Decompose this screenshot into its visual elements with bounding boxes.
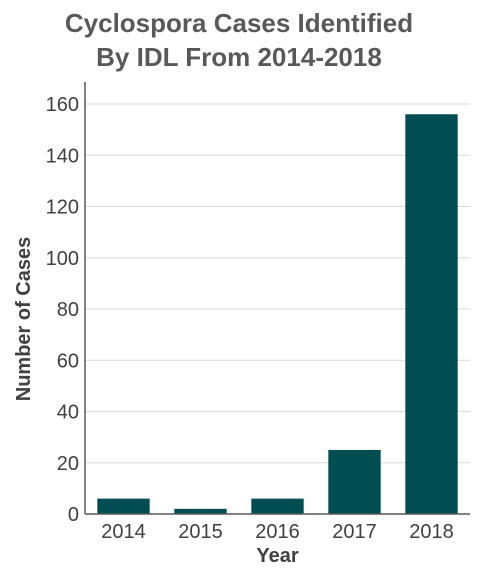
- x-tick-label: 2018: [409, 521, 454, 543]
- x-tick-label: 2014: [101, 521, 146, 543]
- y-tick-label: 140: [46, 145, 79, 167]
- x-tick-labels: 2014 2015 2016 2017 2018: [101, 521, 454, 543]
- bar-2016: [251, 498, 304, 514]
- chart-title-line-2: By IDL From 2014-2018: [96, 42, 382, 72]
- y-tick-label: 160: [46, 94, 79, 116]
- x-tick-label: 2015: [178, 521, 223, 543]
- bar-2017: [328, 449, 381, 514]
- y-tick-label: 20: [57, 453, 79, 475]
- chart-title-line-1: Cyclospora Cases Identified: [64, 8, 414, 38]
- y-tick-label: 120: [46, 197, 79, 219]
- chart-title: Cyclospora Cases Identified By IDL From …: [0, 6, 478, 74]
- bars: [97, 114, 458, 514]
- bar-2015: [174, 508, 227, 514]
- y-tick-labels: 0 20 40 60 80 100 120 140 160: [46, 94, 79, 526]
- bar-2014: [97, 498, 150, 514]
- y-tick-label: 80: [57, 299, 79, 321]
- y-axis-title: Number of Cases: [13, 237, 35, 402]
- axes: [84, 82, 470, 515]
- y-tick-label: 60: [57, 350, 79, 372]
- y-tick-label: 100: [46, 248, 79, 270]
- x-axis-title: Year: [256, 545, 298, 567]
- x-tick-label: 2016: [255, 521, 300, 543]
- bar-2018: [405, 114, 458, 514]
- x-tick-label: 2017: [332, 521, 377, 543]
- y-tick-label: 40: [57, 402, 79, 424]
- y-tick-label: 0: [68, 504, 79, 526]
